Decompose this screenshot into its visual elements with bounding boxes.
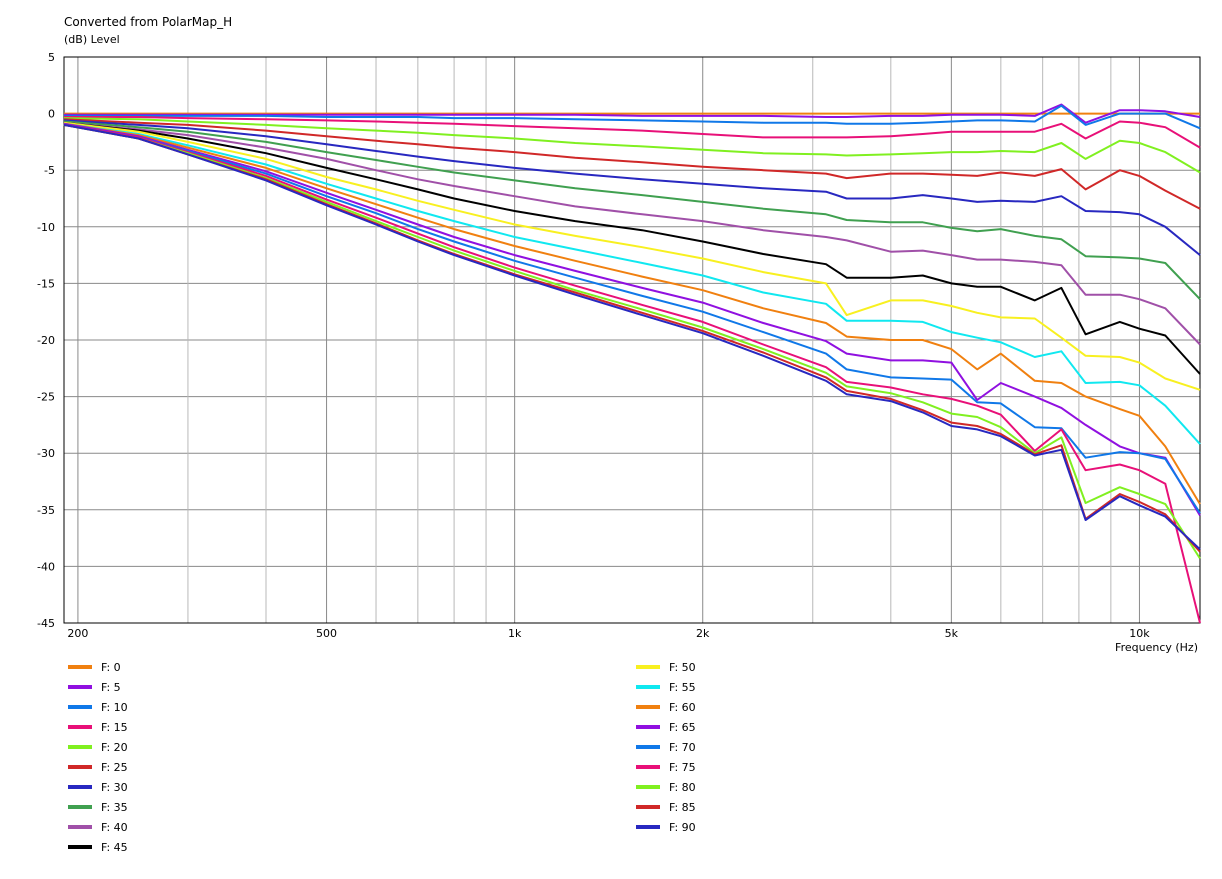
series-line-16 bbox=[63, 123, 1201, 560]
y-tick-label: -35 bbox=[37, 504, 55, 517]
series-line-15 bbox=[63, 123, 1201, 624]
series-line-12 bbox=[63, 122, 1201, 505]
x-tick-label: 10k bbox=[1129, 627, 1150, 640]
x-tick-label: 5k bbox=[945, 627, 959, 640]
y-tick-label: -45 bbox=[37, 617, 55, 630]
series-line-2 bbox=[64, 104, 1201, 130]
y-axis-label: (dB) Level bbox=[64, 33, 120, 46]
y-tick-label: -40 bbox=[37, 560, 55, 573]
series-line-3 bbox=[64, 116, 1201, 149]
series-line-11 bbox=[63, 122, 1201, 445]
x-axis-label: Frequency (Hz) bbox=[1115, 641, 1198, 654]
plot-frame bbox=[63, 56, 1201, 624]
x-axis: 200 500 1k 2k 5k 10k bbox=[67, 627, 1150, 640]
series-lines bbox=[63, 103, 1201, 624]
y-axis: 5 0 -5 -10 -15 -20 -25 -30 -35 -40 -45 bbox=[37, 51, 55, 630]
y-tick-label: 5 bbox=[48, 51, 55, 64]
series-line-18 bbox=[63, 123, 1201, 551]
series-line-5 bbox=[63, 118, 1201, 210]
series-line-8 bbox=[63, 121, 1201, 346]
series-line-17 bbox=[63, 123, 1201, 553]
series-line-7 bbox=[63, 120, 1201, 300]
series-line-4 bbox=[63, 117, 1201, 174]
x-tick-label: 2k bbox=[696, 627, 710, 640]
y-tick-label: -30 bbox=[37, 447, 55, 460]
x-tick-label: 200 bbox=[67, 627, 88, 640]
series-line-6 bbox=[63, 119, 1201, 256]
y-tick-label: -15 bbox=[37, 277, 55, 290]
chart-title: Converted from PolarMap_H bbox=[64, 15, 232, 29]
series-line-9 bbox=[63, 121, 1201, 375]
series-line-13 bbox=[63, 122, 1201, 517]
y-tick-label: -25 bbox=[37, 391, 55, 404]
y-tick-label: -10 bbox=[37, 221, 55, 234]
x-tick-label: 1k bbox=[508, 627, 522, 640]
y-tick-label: 0 bbox=[48, 108, 55, 121]
series-line-1 bbox=[64, 103, 1201, 124]
y-tick-label: -20 bbox=[37, 334, 55, 347]
x-tick-label: 500 bbox=[316, 627, 337, 640]
series-line-10 bbox=[63, 121, 1201, 391]
series-line-14 bbox=[63, 123, 1201, 514]
y-tick-label: -5 bbox=[44, 164, 55, 177]
